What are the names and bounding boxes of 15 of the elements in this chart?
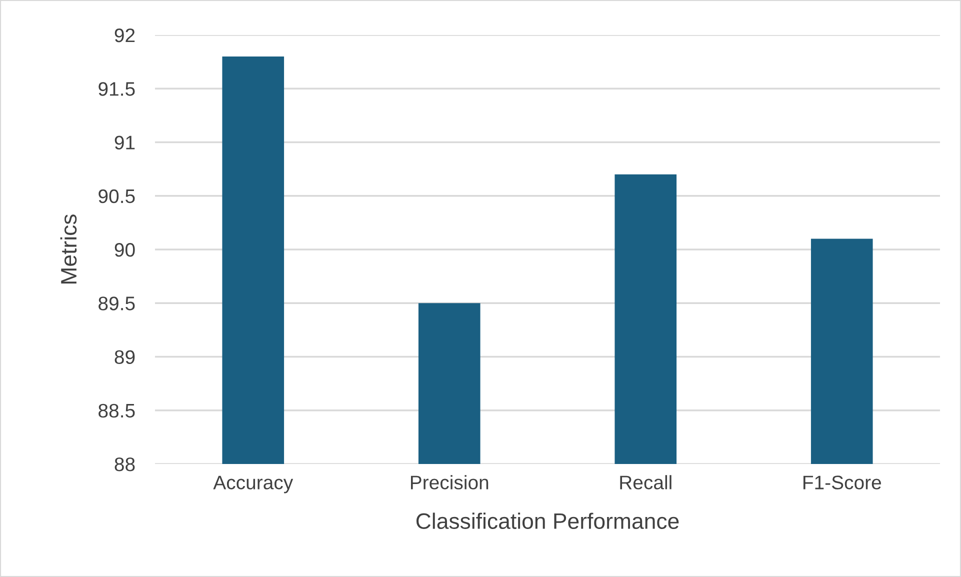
y-tick-label: 90 — [114, 242, 135, 257]
y-tick-label: 91.5 — [98, 82, 135, 96]
y-tick-label: 91 — [114, 136, 135, 150]
x-axis-title: Classification Performance — [416, 512, 679, 530]
y-tick-label: 88.5 — [98, 404, 135, 418]
x-tick-label: Precision — [410, 475, 488, 490]
x-tick-label: F1-Score — [803, 476, 881, 490]
y-tick-label: 90.5 — [98, 189, 135, 204]
y-tick-label: 89.5 — [98, 296, 135, 310]
y-tick-label: 88 — [114, 457, 135, 472]
y-tick-label: 92 — [114, 28, 135, 42]
x-tick-label: Accuracy — [213, 476, 294, 494]
y-axis-title: Metrics — [60, 214, 77, 284]
x-tick-label: Recall — [620, 475, 672, 490]
y-tick-label: 89 — [114, 350, 135, 364]
